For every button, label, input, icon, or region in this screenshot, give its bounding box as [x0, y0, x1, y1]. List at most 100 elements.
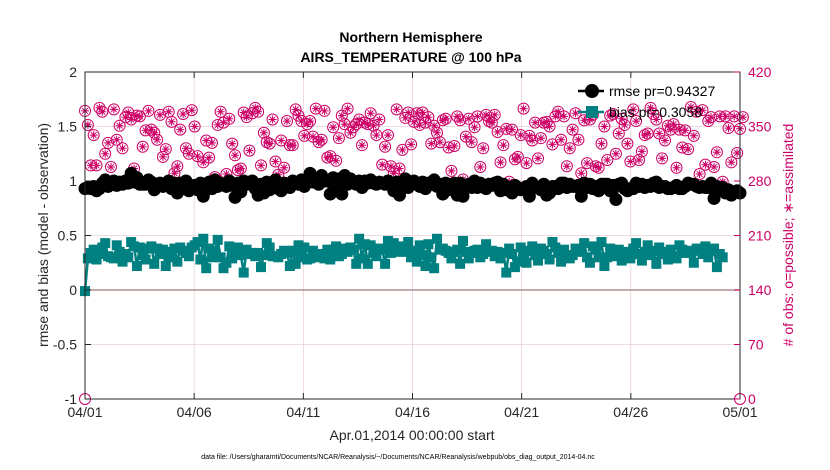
bias-point	[521, 257, 532, 268]
obs-possible-point	[396, 143, 409, 156]
obs-assimilated-point	[704, 117, 713, 126]
obs-assimilated-point	[658, 154, 667, 163]
bias-point	[377, 244, 388, 255]
legend-rmse-marker	[585, 84, 599, 98]
bias-point	[530, 250, 541, 261]
y2-axis-label: # of obs: o=possible; ∗=assimilated	[780, 124, 796, 347]
obs-assimilated-point	[150, 128, 159, 137]
obs-possible-point	[90, 159, 103, 172]
bias-point	[541, 249, 552, 260]
obs-assimilated-point	[92, 161, 101, 170]
bias-point	[209, 245, 220, 256]
obs-assimilated-point	[635, 156, 643, 164]
obs-assimilated-point	[294, 111, 303, 120]
obs-assimilated-point	[346, 128, 355, 137]
obs-possible-point	[99, 147, 112, 160]
obs-assimilated-point	[441, 114, 450, 123]
y-tick-label-3: 0.5	[58, 228, 78, 244]
obs-possible-point	[612, 127, 625, 140]
bias-point	[160, 261, 171, 272]
bias-point	[717, 252, 728, 263]
obs-assimilated-point	[571, 109, 580, 118]
obs-possible-point	[526, 134, 539, 147]
bias-point	[429, 263, 440, 274]
obs-assimilated-point	[534, 154, 542, 163]
obs-assimilated-point	[652, 115, 661, 124]
obs-possible-point	[477, 142, 490, 155]
obs-assimilated-point	[179, 110, 188, 118]
rmse-point	[609, 193, 623, 207]
obs-possible-point	[696, 104, 709, 117]
bias-point	[501, 267, 512, 278]
bias-point	[131, 261, 142, 272]
obs-assimilated-point	[170, 169, 179, 178]
chart-subtitle: AIRS_TEMPERATURE @ 100 hPa	[300, 49, 521, 65]
obs-assimilated-point	[499, 141, 508, 150]
obs-possible-point	[454, 114, 467, 127]
obs-assimilated-point	[213, 120, 222, 129]
obs-possible-point	[682, 143, 695, 156]
obs-possible-point	[338, 118, 351, 131]
obs-possible-point	[136, 140, 149, 153]
obs-assimilated-point	[603, 156, 612, 164]
obs-possible-point	[633, 153, 646, 166]
obs-assimilated-point	[340, 120, 349, 129]
obs-possible-point	[731, 146, 744, 159]
obs-assimilated-point	[485, 117, 493, 126]
bias-point	[460, 246, 471, 257]
bias-point	[417, 250, 428, 261]
bias-point	[631, 238, 642, 249]
obs-assimilated-point	[329, 123, 338, 132]
obs-assimilated-point	[118, 144, 127, 153]
obs-assimilated-point	[101, 149, 110, 158]
obs-possible-point	[174, 123, 187, 136]
obs-assimilated-point	[456, 116, 465, 125]
obs-possible-point	[159, 143, 172, 156]
obs-assimilated-point	[257, 161, 265, 170]
obs-assimilated-point	[401, 113, 410, 122]
obs-possible-point	[260, 136, 273, 149]
bias-point	[636, 255, 647, 266]
obs-assimilated-point	[323, 153, 332, 162]
obs-assimilated-point	[297, 117, 306, 126]
y-tick-label-1: 1.5	[58, 119, 78, 135]
obs-possible-point	[142, 104, 155, 117]
bias-point	[403, 237, 414, 248]
bias-point	[253, 247, 264, 258]
obs-assimilated-point	[366, 109, 375, 118]
obs-assimilated-point	[236, 164, 245, 173]
bias-point	[146, 241, 157, 252]
obs-possible-point	[422, 111, 435, 124]
obs-assimilated-point	[415, 120, 424, 129]
y2-tick-label-6: 0	[748, 391, 756, 407]
obs-possible-point	[650, 113, 663, 126]
obs-assimilated-point	[386, 162, 395, 171]
obs-assimilated-point	[433, 128, 441, 137]
obs-possible-point	[110, 133, 123, 146]
obs-assimilated-point	[482, 110, 491, 119]
obs-assimilated-point	[409, 117, 418, 126]
obs-assimilated-point	[591, 162, 600, 171]
obs-assimilated-point	[112, 135, 121, 144]
obs-assimilated-point	[473, 112, 482, 121]
obs-possible-point	[566, 123, 579, 136]
bias-point	[550, 242, 561, 253]
obs-assimilated-point	[132, 111, 141, 120]
bias-point	[408, 245, 419, 256]
footnote: data file: /Users/gharamti/Documents/NCA…	[201, 454, 595, 461]
obs-assimilated-point	[681, 126, 690, 135]
bias-point	[628, 243, 639, 254]
bias-point	[515, 242, 526, 253]
obs-possible-point	[627, 103, 640, 116]
obs-possible-point	[604, 109, 617, 122]
bias-point	[481, 239, 492, 250]
obs-possible-point	[243, 144, 256, 157]
obs-assimilated-point	[609, 110, 617, 118]
obs-assimilated-point	[430, 121, 439, 130]
bias-point	[198, 233, 209, 244]
obs-assimilated-point	[337, 111, 346, 120]
obs-possible-point	[638, 129, 651, 142]
bias-point	[654, 242, 665, 253]
bias-point	[354, 233, 365, 244]
obs-assimilated-point	[629, 105, 638, 114]
